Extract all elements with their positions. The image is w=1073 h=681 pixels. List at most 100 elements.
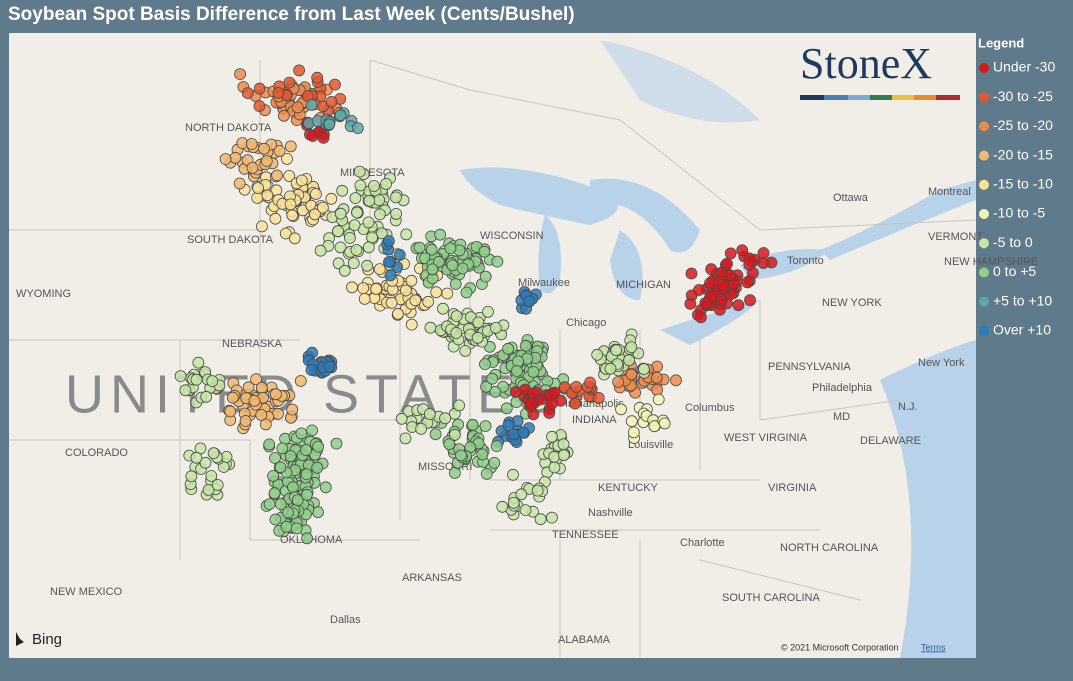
station-dot — [489, 385, 502, 398]
station-dot — [625, 368, 638, 381]
station-dot — [527, 408, 540, 421]
legend-swatch — [979, 267, 989, 278]
station-dot — [509, 385, 522, 398]
station-dot — [258, 142, 271, 155]
station-dot — [466, 418, 479, 431]
state-label: COLORADO — [65, 447, 128, 459]
city-label: Dallas — [330, 614, 361, 626]
station-dot — [350, 244, 363, 256]
station-dot — [392, 307, 404, 320]
station-dot — [479, 420, 492, 433]
legend-swatch — [979, 209, 989, 219]
station-dot — [363, 194, 376, 207]
station-dot — [246, 161, 259, 174]
station-dot — [434, 228, 447, 241]
station-dot — [405, 274, 418, 287]
station-dot — [500, 402, 513, 415]
station-dot — [250, 373, 263, 386]
station-dot — [269, 452, 281, 464]
station-dot — [300, 468, 313, 481]
station-dot — [519, 504, 532, 517]
station-dot — [269, 513, 282, 526]
state-label: PENNSYLVANIA — [768, 361, 851, 373]
station-dot — [705, 263, 718, 276]
city-label: Louisville — [628, 439, 673, 451]
station-dot — [295, 427, 308, 440]
station-dot — [233, 177, 246, 190]
station-dot — [413, 241, 426, 254]
station-dot — [281, 152, 293, 165]
legend-label: Over +10 — [993, 322, 1051, 338]
station-dot — [253, 100, 266, 112]
station-dot — [280, 521, 293, 533]
legend-swatch — [979, 325, 989, 336]
station-dot — [334, 109, 347, 122]
station-dot — [450, 310, 463, 323]
state-label: NORTH DAKOTA — [185, 122, 272, 134]
station-dot — [453, 399, 466, 412]
station-dot — [699, 297, 712, 310]
station-dot — [200, 390, 213, 403]
station-dot — [519, 339, 532, 352]
station-dot — [743, 258, 756, 271]
station-dot — [430, 286, 443, 299]
station-dot — [415, 422, 428, 435]
city-label: New York — [918, 357, 965, 369]
station-dot — [199, 456, 212, 469]
station-dot — [277, 109, 290, 122]
station-dot — [757, 257, 770, 270]
station-dot — [531, 484, 544, 497]
state-label: WEST VIRGINIA — [724, 432, 808, 444]
terms-link[interactable]: Terms — [921, 642, 946, 652]
station-dot — [323, 118, 336, 131]
station-dot — [260, 155, 273, 167]
station-dot — [507, 496, 520, 509]
station-dot — [311, 71, 324, 84]
station-dot — [334, 207, 347, 220]
state-border — [249, 440, 420, 541]
station-dot — [332, 225, 344, 238]
station-dot — [444, 242, 457, 255]
station-dot — [443, 438, 456, 451]
state-label: NORTH CAROLINA — [780, 542, 879, 554]
station-dot — [308, 208, 321, 221]
station-dot — [610, 344, 623, 357]
station-dot — [623, 354, 635, 367]
station-dot — [276, 442, 289, 455]
station-dot — [448, 428, 461, 441]
station-dot — [425, 243, 438, 256]
station-dot — [373, 263, 386, 276]
station-dot — [592, 391, 605, 404]
station-dot — [311, 461, 324, 474]
station-dot — [255, 408, 268, 421]
station-dot — [433, 255, 445, 268]
station-dot — [375, 227, 388, 240]
station-dot — [323, 360, 336, 373]
station-dot — [350, 206, 363, 219]
city-label: Chicago — [566, 317, 606, 329]
station-dot — [393, 248, 406, 261]
station-dot — [255, 220, 268, 233]
station-dot — [269, 388, 282, 401]
station-dot — [248, 394, 261, 407]
station-dot — [255, 381, 268, 394]
station-dot — [358, 292, 371, 305]
station-dot — [330, 437, 343, 450]
station-dot — [295, 174, 308, 187]
station-dot — [373, 208, 386, 221]
station-dot — [604, 362, 617, 375]
station-dot — [651, 383, 663, 396]
station-dot — [274, 461, 287, 474]
legend-swatch — [979, 92, 989, 103]
station-dot — [361, 259, 374, 272]
station-dot — [480, 380, 493, 393]
station-dot — [399, 432, 412, 445]
station-dot — [348, 219, 361, 232]
station-dot — [219, 153, 232, 166]
station-dot — [524, 397, 537, 410]
station-dot — [490, 440, 503, 453]
station-dot — [627, 426, 640, 439]
station-dot — [354, 179, 367, 192]
station-dot — [309, 188, 322, 200]
station-dot — [724, 269, 737, 282]
